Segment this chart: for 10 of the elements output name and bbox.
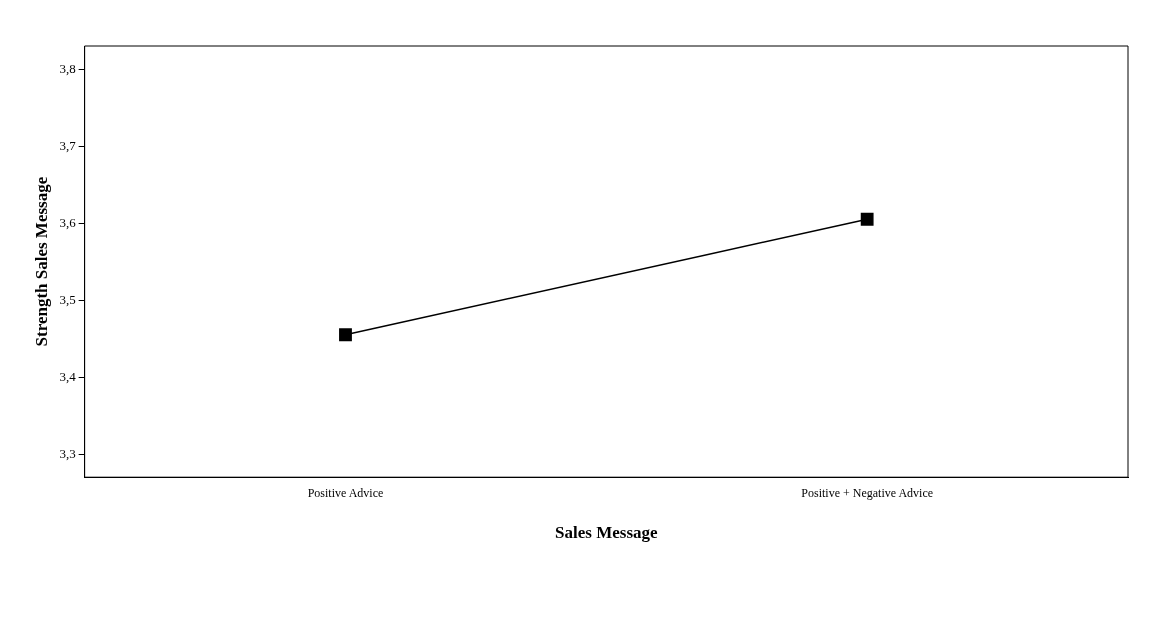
x-tick-label: Positive + Negative Advice: [801, 485, 934, 500]
x-axis-title: Sales Message: [555, 523, 658, 543]
y-tick-label: 3,4: [59, 368, 77, 384]
y-tick-label: 3,6: [59, 214, 77, 230]
y-tick-label: 3,8: [59, 60, 76, 76]
y-tick-label: 3,7: [59, 137, 77, 153]
x-tick-label: Positive Advice: [307, 485, 384, 500]
y-axis-title: Strength Sales Message: [31, 176, 51, 347]
y-tick-label: 3,3: [59, 445, 76, 461]
y-tick-label: 3,5: [59, 291, 76, 307]
